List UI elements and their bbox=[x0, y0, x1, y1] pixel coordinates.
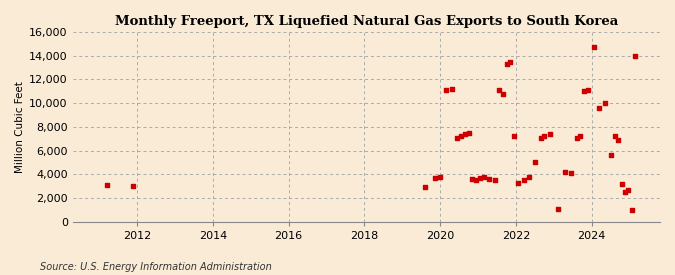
Point bbox=[579, 89, 590, 94]
Point bbox=[535, 135, 546, 140]
Point bbox=[501, 62, 512, 66]
Point bbox=[575, 134, 586, 139]
Point bbox=[560, 170, 570, 174]
Point bbox=[479, 174, 489, 179]
Point bbox=[490, 178, 501, 182]
Text: Source: U.S. Energy Information Administration: Source: U.S. Energy Information Administ… bbox=[40, 262, 272, 272]
Point bbox=[463, 131, 474, 135]
Title: Monthly Freeport, TX Liquefied Natural Gas Exports to South Korea: Monthly Freeport, TX Liquefied Natural G… bbox=[115, 15, 618, 28]
Point bbox=[446, 87, 457, 91]
Point bbox=[512, 180, 523, 185]
Point bbox=[460, 132, 470, 136]
Point bbox=[622, 188, 633, 192]
Point bbox=[420, 185, 431, 189]
Point bbox=[583, 88, 593, 92]
Point bbox=[497, 91, 508, 96]
Point bbox=[613, 138, 624, 142]
Point bbox=[530, 160, 541, 165]
Point bbox=[467, 177, 478, 181]
Point bbox=[594, 106, 605, 110]
Point bbox=[518, 178, 529, 182]
Point bbox=[493, 88, 504, 92]
Point bbox=[435, 174, 446, 179]
Point bbox=[571, 135, 582, 140]
Point bbox=[128, 184, 138, 188]
Point bbox=[566, 171, 576, 175]
Point bbox=[545, 132, 556, 136]
Point bbox=[617, 182, 628, 186]
Point bbox=[441, 88, 452, 92]
Y-axis label: Million Cubic Feet: Million Cubic Feet bbox=[15, 81, 25, 173]
Point bbox=[552, 207, 563, 211]
Point bbox=[452, 135, 462, 140]
Point bbox=[456, 134, 466, 138]
Point bbox=[505, 59, 516, 64]
Point bbox=[509, 134, 520, 139]
Point bbox=[599, 101, 610, 105]
Point bbox=[471, 178, 482, 182]
Point bbox=[429, 176, 440, 180]
Point bbox=[484, 177, 495, 181]
Point bbox=[605, 153, 616, 158]
Point bbox=[589, 45, 599, 50]
Point bbox=[475, 176, 485, 180]
Point bbox=[626, 208, 637, 212]
Point bbox=[620, 190, 630, 194]
Point bbox=[539, 134, 550, 139]
Point bbox=[630, 53, 641, 58]
Point bbox=[524, 174, 535, 179]
Point bbox=[101, 183, 112, 187]
Point bbox=[609, 134, 620, 139]
